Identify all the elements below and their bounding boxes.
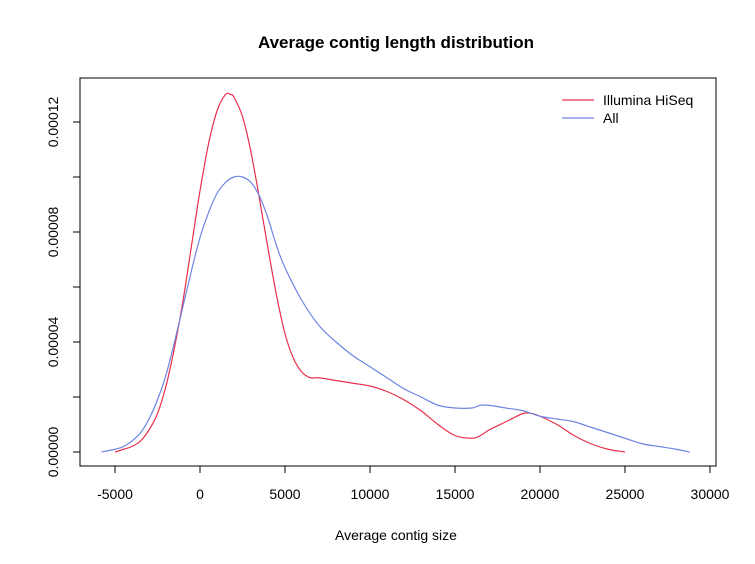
x-tick-label: 5000	[269, 486, 300, 502]
x-axis: -5000 0 5000 10000 15000 20000 25000 30000	[97, 465, 730, 502]
series-line-all	[101, 175, 690, 453]
x-axis-label: Average contig size	[335, 527, 457, 543]
y-tick-label: 0.00000	[45, 426, 61, 477]
series-layer	[101, 92, 690, 453]
x-tick-label: 0	[196, 486, 204, 502]
chart-title: Average contig length distribution	[258, 33, 534, 52]
x-tick-label: 15000	[436, 486, 475, 502]
x-tick-label: 30000	[691, 486, 730, 502]
y-tick-label: 0.00012	[45, 96, 61, 147]
x-tick-label: 20000	[521, 486, 560, 502]
legend-label: All	[603, 110, 619, 126]
x-tick-label: 10000	[351, 486, 390, 502]
legend-label: Illumina HiSeq	[603, 92, 693, 108]
plot-area-frame	[79, 77, 717, 467]
x-tick-label: 25000	[606, 486, 645, 502]
y-tick-label: 0.00004	[45, 316, 61, 367]
y-tick-label: 0.00008	[45, 206, 61, 257]
y-axis: 0.00000 0.00004 0.00008 0.00012	[45, 96, 81, 477]
legend: Illumina HiSeq All	[562, 92, 693, 126]
x-tick-label: -5000	[97, 486, 133, 502]
